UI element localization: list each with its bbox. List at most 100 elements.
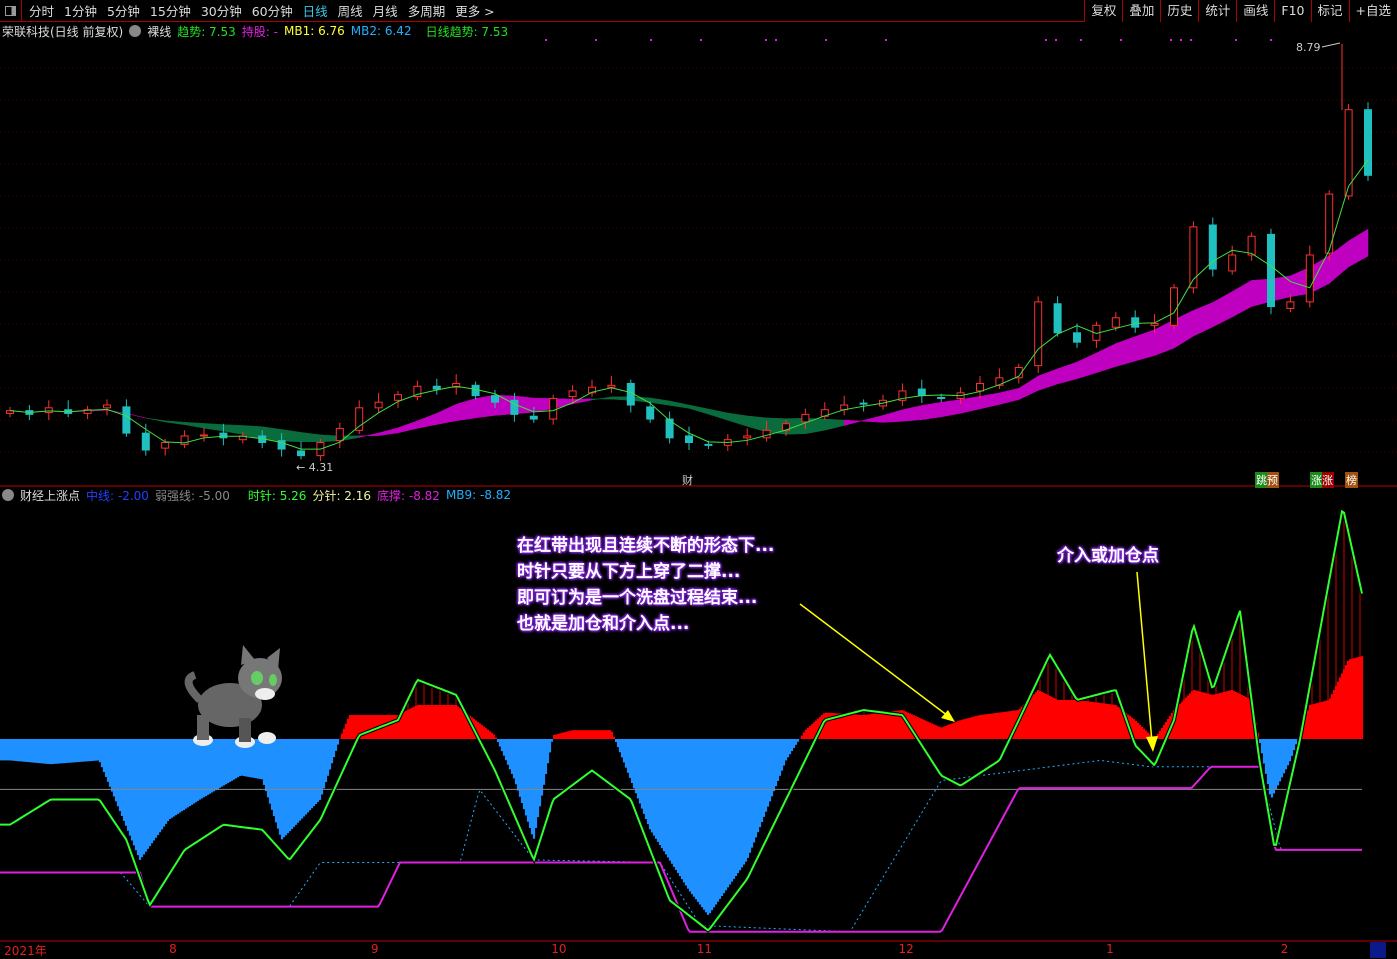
- mode-label[interactable]: 裸线: [147, 24, 172, 39]
- period-tab[interactable]: 周线: [337, 4, 363, 19]
- hour-value: 时针: 5.26: [247, 488, 307, 503]
- trend-band: [281, 429, 302, 443]
- note-line: 即可订为是一个洗盘过程结束...: [517, 588, 758, 608]
- scroll-button: [1370, 942, 1386, 958]
- high-arrow: [1321, 42, 1341, 48]
- candle-body: [413, 385, 422, 398]
- indicator-title: 财经上涨点: [20, 488, 81, 503]
- settings-icon[interactable]: [2, 489, 14, 501]
- period-tab[interactable]: 分时: [29, 4, 55, 19]
- trend-band: [669, 400, 690, 409]
- tool-button[interactable]: +自选: [1348, 0, 1397, 22]
- candle-body: [1228, 254, 1237, 272]
- candle-body: [646, 406, 655, 420]
- candle-body: [549, 397, 558, 420]
- candle-body: [1208, 224, 1217, 270]
- hour-line: [0, 509, 1363, 932]
- candle-body: [355, 407, 364, 431]
- signal-dot: [1170, 39, 1172, 41]
- trend-band: [1134, 329, 1155, 362]
- tool-button[interactable]: 复权: [1084, 0, 1122, 22]
- tag-badge[interactable]: 跳预: [1255, 472, 1279, 488]
- axis-label: 1: [1106, 942, 1114, 956]
- trend-band: [378, 427, 399, 436]
- main-legend: 荣联科技(日线 前复权) 裸线 趋势: 7.53 持股: - MB1: 6.76…: [2, 23, 514, 39]
- note-line: 在红带出现且连续不断的形态下...: [517, 536, 775, 556]
- candle-body: [665, 418, 674, 439]
- period-tab[interactable]: 多周期: [407, 4, 446, 19]
- note-line: 时针只要从下方上穿了二撑...: [517, 562, 741, 582]
- tag-badge[interactable]: 榜: [1345, 472, 1358, 488]
- hold-value: 持股: -: [241, 24, 278, 39]
- period-tab[interactable]: 5分钟: [106, 4, 140, 19]
- period-tab[interactable]: 月线: [372, 4, 398, 19]
- trend-band: [863, 415, 884, 423]
- candle-body: [917, 388, 926, 397]
- candle-body: [607, 384, 616, 388]
- candle-body: [1034, 301, 1043, 367]
- signal-dot: [700, 39, 702, 41]
- period-tab[interactable]: 更多 >: [455, 4, 495, 19]
- signal-dot: [885, 39, 887, 41]
- tool-button[interactable]: 历史: [1160, 0, 1198, 22]
- trend-band: [882, 409, 903, 423]
- trend-band: [1018, 375, 1039, 400]
- trend-band: [358, 432, 379, 438]
- sub-legend: 财经上涨点 中线: -2.00 弱强线: -5.00 时针: 5.26 分针: …: [2, 487, 517, 503]
- candle-body: [685, 435, 693, 443]
- trend-band: [417, 412, 438, 429]
- annotation-arrow: [1136, 571, 1153, 743]
- signal-dot: [765, 39, 767, 41]
- candle-body: [1170, 287, 1178, 326]
- period-tab[interactable]: 30分钟: [200, 4, 242, 19]
- finance-marker[interactable]: 财: [682, 474, 693, 487]
- tool-button[interactable]: 标记: [1310, 0, 1349, 22]
- axis-label: 11: [696, 942, 713, 956]
- signal-dot: [595, 39, 597, 41]
- panel-toggle-icon[interactable]: [0, 0, 22, 22]
- candle-body: [743, 435, 752, 439]
- period-tab[interactable]: 日线: [302, 4, 328, 19]
- candle-body: [995, 377, 1004, 386]
- period-toolbar: 分时 1分钟 5分钟 15分钟 30分钟 60分钟 日线 周线 月线 多周期 更多 > 复权 叠加 历史…: [0, 0, 1397, 22]
- tool-button[interactable]: 叠加: [1122, 0, 1160, 22]
- signal-dot: [1235, 39, 1237, 41]
- signal-dot: [1120, 39, 1122, 41]
- tool-button[interactable]: 画线: [1236, 0, 1274, 22]
- candle-body: [44, 407, 53, 413]
- signal-dot: [1190, 39, 1192, 41]
- candle-body: [1305, 254, 1314, 303]
- candle-body: [1344, 109, 1353, 197]
- candle-body: [568, 390, 577, 398]
- trend-band: [979, 392, 1000, 410]
- period-tab[interactable]: 1分钟: [64, 4, 97, 19]
- support-value: 底撑: -8.82: [377, 488, 440, 503]
- candle-body: [374, 401, 383, 409]
- candle-body: [394, 394, 402, 401]
- candle-body: [161, 442, 170, 449]
- trend-band: [1231, 279, 1252, 318]
- candle-body: [859, 402, 868, 405]
- period-tab[interactable]: 15分钟: [149, 4, 191, 19]
- tag-badge[interactable]: 涨涨: [1310, 472, 1334, 488]
- tool-button[interactable]: F10: [1274, 0, 1310, 22]
- signal-dot: [650, 39, 652, 41]
- axis-label: 10: [551, 942, 567, 956]
- candle-body: [1111, 317, 1120, 328]
- trend-band: [436, 403, 457, 425]
- trend-band: [902, 405, 923, 422]
- annotation-arrow: [799, 603, 953, 720]
- period-tab[interactable]: 60分钟: [251, 4, 293, 19]
- trend-band: [1096, 343, 1117, 374]
- note-line: 也就是加仓和介入点...: [517, 614, 690, 634]
- trend-band: [824, 418, 845, 431]
- tool-button[interactable]: 统计: [1198, 0, 1236, 22]
- candle-body: [801, 413, 810, 423]
- candle-body: [1014, 367, 1023, 379]
- candle-body: [432, 385, 441, 390]
- signal-dot: [1055, 39, 1057, 41]
- annotation-entry-point: 介入或加仓点: [1057, 546, 1159, 566]
- settings-icon[interactable]: [129, 25, 142, 37]
- candle-body: [141, 432, 150, 451]
